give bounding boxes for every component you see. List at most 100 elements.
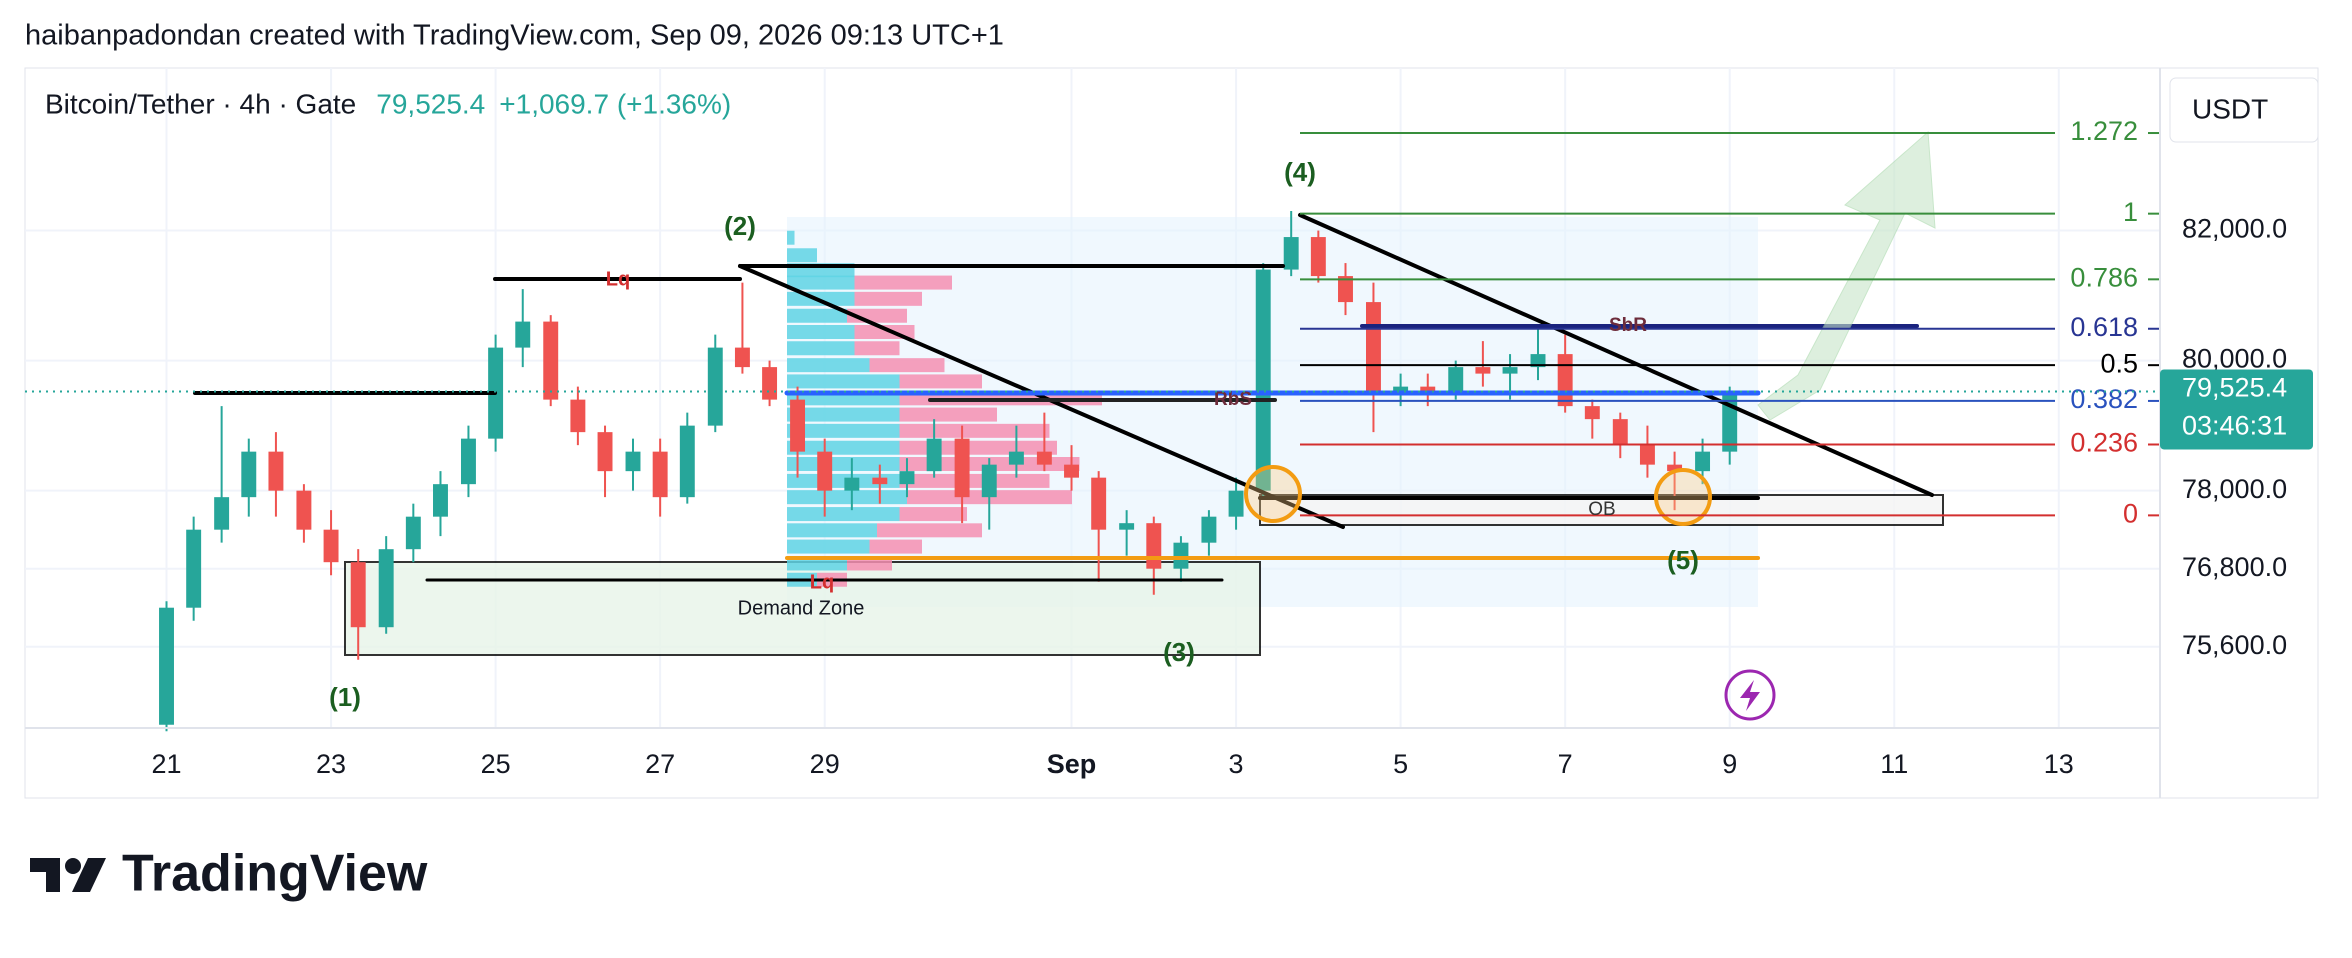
candle-body [1091,477,1107,530]
price-tag-label: 79,525.4 [2182,373,2287,403]
logo: TradingView [30,845,428,903]
vp-buy [787,275,855,290]
fib-label: 0.382 [2070,384,2138,414]
trend-line [738,264,1345,529]
legend-price: 79,525.4 [376,88,485,119]
vp-sell [899,407,997,422]
x-tick-label: 3 [1229,749,1244,779]
y-tick-label: 75,600.0 [2182,630,2287,660]
vp-buy [787,440,900,455]
logo-mark [65,858,81,874]
candle-body [268,451,284,491]
x-tick-label: 9 [1722,749,1737,779]
candle-body [1667,464,1683,472]
candle-body [597,432,613,472]
highlight-circle [1654,468,1712,526]
x-tick-label: 25 [481,749,511,779]
candle-body [652,451,668,498]
vp-buy [787,308,847,323]
candle-body [762,367,778,400]
logo-text: TradingView [122,845,428,903]
vp-sell [869,358,945,373]
candle-body [1584,406,1600,420]
annotations: (1) (2) (3) (4) (5) Lq Lq SbR RbS OB Demand Zone [329,157,1699,712]
candle-body [899,471,915,485]
candle-body [1283,237,1299,270]
candle-body [323,529,339,563]
candle-body [872,477,888,485]
annotation: (5) [1667,545,1699,575]
candle-body [1146,523,1162,569]
vp-buy [787,457,900,471]
vp-sell [869,539,922,554]
candle-body [844,477,860,491]
annotation: Lq [606,268,630,290]
vp-buy [787,423,900,438]
candle-body [460,438,476,485]
y-tick-label: 76,800.0 [2182,552,2287,582]
candle-body [433,484,448,517]
candle-body [1530,354,1546,368]
candle-body [926,438,942,472]
fib-label: 1.272 [2070,116,2138,146]
vp-sell [899,374,982,389]
annotation: RbS [1214,389,1252,410]
y-tick-label: 78,000.0 [2182,474,2287,504]
candle-body [1557,354,1573,407]
candle-body [1173,542,1189,569]
candle-body [350,562,366,628]
price-tag [2160,369,2313,450]
annotation: SbR [1609,315,1647,336]
candle-body [1036,451,1052,465]
vp-buy [787,407,900,422]
x-tick-label: 5 [1393,749,1408,779]
vp-sell [854,275,952,290]
candle-body [679,425,695,498]
x-tick-label: 7 [1558,749,1573,779]
projection-arrow [1757,130,1936,421]
fib: 1.272 1 0.786 0.618 0.5 0.382 0.236 0 [1300,116,2160,528]
vp-buy [787,358,870,373]
logo-mark [72,858,106,892]
candle-body [186,529,202,608]
candle-body [1639,445,1655,465]
candle-body [1255,269,1271,491]
fib-label: 0.236 [2070,428,2138,458]
candle-body [1310,237,1326,277]
candle-body [1365,302,1381,394]
candle-body [1119,523,1135,530]
vp-sell [854,341,900,356]
vp-sell [899,473,1050,488]
fib-label: 0.5 [2100,348,2138,378]
y-tick-label: 82,000.0 [2182,214,2287,244]
vp-sell [899,507,967,522]
candle-body [1393,386,1409,394]
candle-body [1228,490,1244,517]
vp-sell [899,423,1050,438]
highlight-circle [1244,465,1302,523]
alert-icon-bolt [1740,680,1760,711]
candle-body [707,347,723,426]
candle-body [954,438,970,498]
candle-body [241,451,257,498]
vp-sell [877,523,982,538]
candle-body [1502,367,1518,374]
x-tick-label: 29 [810,749,840,779]
axes: 82,000.0 80,000.0 78,000.0 76,800.0 75,600.0… [151,214,2313,779]
logo-mark [30,858,60,892]
candle-body [159,607,174,725]
candle-body [734,347,750,368]
candle-body [214,497,230,530]
vp-buy [787,230,795,245]
x-tick-label: 21 [151,749,181,779]
vp-buy [787,490,907,505]
x-tick-label: 13 [2044,749,2074,779]
countdown: 03:46:31 [2182,411,2287,441]
trend-line [1298,213,1934,497]
candle-body [1338,276,1353,303]
candle-body [1612,419,1628,446]
candle-body [1448,367,1464,394]
annotation: (3) [1163,637,1195,667]
candle-body [570,399,586,433]
